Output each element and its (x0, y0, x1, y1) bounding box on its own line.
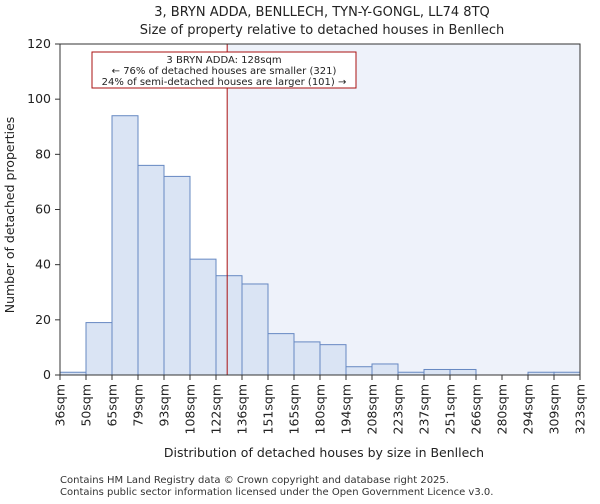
x-tick-label-108sqm: 108sqm (183, 384, 198, 434)
y-tick-label-0: 0 (43, 367, 51, 382)
x-tick-label-151sqm: 151sqm (261, 384, 276, 434)
annotation-line-3: 24% of semi-detached houses are larger (… (102, 77, 347, 88)
bars-group (59, 115, 581, 376)
x-tick-label-237sqm: 237sqm (417, 384, 432, 434)
bar-108sqm (189, 258, 217, 376)
y-tick-label-60: 60 (35, 202, 51, 217)
larger-than-property-region (227, 44, 580, 375)
x-tick-label-208sqm: 208sqm (365, 384, 380, 434)
x-tick-label-36sqm: 36sqm (53, 384, 68, 427)
footer-line-2: Contains public sector information licen… (60, 487, 493, 498)
x-tick-label-294sqm: 294sqm (521, 384, 536, 434)
x-tick-label-323sqm: 323sqm (573, 384, 588, 434)
x-tick-label-65sqm: 65sqm (105, 384, 120, 427)
y-tick-label-40: 40 (35, 257, 51, 272)
footer-line-1: Contains HM Land Registry data © Crown c… (60, 475, 449, 486)
x-tick-label-223sqm: 223sqm (391, 384, 406, 434)
bar-194sqm (345, 366, 373, 376)
bar-151sqm (267, 333, 295, 376)
chart-title: 3, BRYN ADDA, BENLLECH, TYN-Y-GONGL, LL7… (154, 5, 490, 20)
annotation-box: 3 BRYN ADDA: 128sqm ← 76% of detached ho… (91, 51, 357, 89)
bar-93sqm (163, 175, 191, 376)
y-tick-label-20: 20 (35, 312, 51, 327)
annotation-line-1: 3 BRYN ADDA: 128sqm (166, 55, 281, 66)
x-tick-label-79sqm: 79sqm (131, 384, 146, 427)
x-tick-label-194sqm: 194sqm (339, 384, 354, 434)
x-tick-label-180sqm: 180sqm (313, 384, 328, 434)
y-tick-label-80: 80 (35, 146, 51, 161)
x-axis: 36sqm 50sqm 65sqm 79sqm 93sqm 108sqm 122sqm 136… (53, 375, 588, 434)
y-axis-label: Number of detached properties (2, 117, 17, 314)
bar-165sqm (293, 341, 321, 376)
bar-237sqm (423, 368, 451, 376)
y-tick-label-100: 100 (27, 91, 51, 106)
bar-79sqm (137, 164, 165, 376)
x-tick-label-50sqm: 50sqm (79, 384, 94, 427)
bar-251sqm (449, 368, 477, 376)
bar-208sqm (371, 363, 399, 376)
bar-180sqm (319, 344, 347, 376)
bar-122sqm (215, 275, 243, 376)
x-tick-label-93sqm: 93sqm (157, 384, 172, 427)
annotation-line-2: ← 76% of detached houses are smaller (32… (112, 66, 337, 77)
x-tick-label-280sqm: 280sqm (495, 384, 510, 434)
annotation-frame (91, 51, 357, 89)
bar-50sqm (85, 322, 113, 376)
x-tick-label-136sqm: 136sqm (235, 384, 250, 434)
x-tick-label-165sqm: 165sqm (287, 384, 302, 434)
x-tick-label-122sqm: 122sqm (209, 384, 224, 434)
x-tick-label-251sqm: 251sqm (443, 384, 458, 434)
bar-65sqm (111, 115, 139, 376)
bar-136sqm (241, 283, 269, 376)
chart-subtitle: Size of property relative to detached ho… (140, 23, 505, 38)
x-tick-label-266sqm: 266sqm (469, 384, 484, 434)
x-axis-label: Distribution of detached houses by size … (164, 445, 484, 460)
y-tick-label-120: 120 (27, 36, 51, 51)
y-axis: 0 20 40 60 80 100 120 (27, 36, 60, 382)
x-tick-label-309sqm: 309sqm (547, 384, 562, 434)
